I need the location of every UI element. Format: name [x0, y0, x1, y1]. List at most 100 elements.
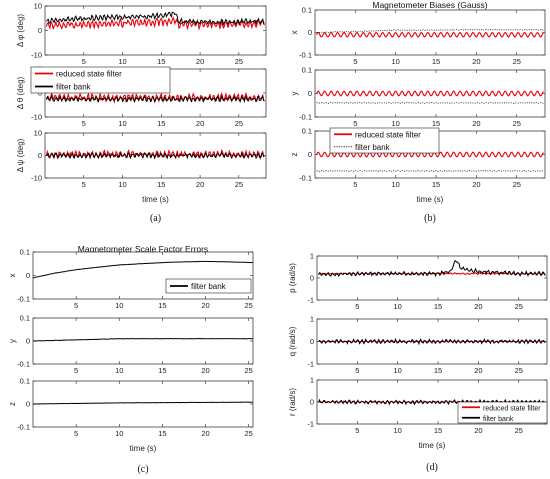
- plot-area: [45, 6, 266, 55]
- legend-label: filter bank: [355, 143, 391, 152]
- series-line-filter-bank: [316, 28, 544, 34]
- chart-a: -10 0 10 5 10 15 20 25 Δ φ (deg) -10 0 10 5 10 15 20 25 Δ…: [16, 2, 267, 224]
- legend-label: filter bank: [483, 416, 514, 423]
- legend: filter bank: [165, 278, 252, 294]
- x-tick-label: 15: [157, 180, 165, 189]
- x-tick-label: 5: [74, 429, 78, 438]
- x-tick-label: 25: [235, 119, 243, 128]
- y-tick-label: 0.1: [302, 6, 312, 15]
- y-tick-label: 0: [308, 150, 312, 159]
- x-tick-label: 20: [474, 366, 482, 375]
- x-tick-label: 20: [196, 119, 204, 128]
- axes-box: [314, 69, 546, 118]
- x-tick-label: 15: [158, 429, 166, 438]
- y-axis-label: Δ θ (deg): [16, 76, 25, 109]
- y-tick-label: 0.1: [302, 66, 312, 75]
- x-tick-label: 10: [118, 57, 126, 66]
- x-tick-label: 15: [157, 57, 165, 66]
- x-tick-label: 15: [432, 180, 440, 189]
- y-tick-label: 10: [34, 129, 42, 138]
- legend: reduced state filter filter bank: [457, 401, 548, 424]
- x-tick-label: 20: [201, 366, 209, 375]
- x-tick-label: 5: [353, 57, 357, 66]
- y-tick-label: 0.1: [20, 377, 30, 386]
- y-tick-label: -1: [307, 420, 314, 429]
- y-tick-label: -1: [307, 296, 314, 305]
- x-axis-label: time (s): [417, 195, 444, 204]
- y-tick-label: 0: [310, 337, 314, 346]
- y-tick-label: 10: [34, 2, 42, 11]
- x-tick-label: 25: [245, 429, 253, 438]
- x-tick-label: 15: [434, 366, 442, 375]
- axes-box: [316, 318, 548, 365]
- axes-box: [32, 317, 254, 365]
- figure-caption: (d): [426, 462, 438, 473]
- series-line-reduced-state-filter: [316, 90, 544, 97]
- x-tick-label: 5: [355, 302, 359, 311]
- figure-caption: (b): [424, 213, 436, 224]
- x-axis-label: time (s): [419, 441, 446, 450]
- x-tick-label: 25: [245, 366, 253, 375]
- panel-b-1: -0.1 0 0.1 5 10 15 20 25 x: [290, 6, 546, 66]
- x-tick-label: 5: [82, 119, 86, 128]
- y-tick-label: 0: [310, 274, 314, 283]
- series-line-filter-bank: [33, 338, 253, 342]
- x-tick-label: 25: [245, 301, 253, 310]
- panel-b-2: -0.1 0 0.1 5 10 15 20 25 y: [290, 66, 546, 128]
- panel-a-3: -10 0 10 5 10 15 20 25 Δ ψ (deg): [16, 129, 267, 189]
- y-tick-label: -10: [31, 51, 42, 60]
- x-tick-label: 25: [235, 180, 243, 189]
- x-tick-label: 20: [201, 301, 209, 310]
- series-line-filter-bank: [33, 260, 253, 279]
- y-tick-label: 0: [38, 26, 42, 35]
- y-tick-label: 0: [308, 89, 312, 98]
- y-tick-label: 0: [26, 271, 30, 280]
- y-tick-label: -0.1: [299, 51, 312, 60]
- axes-box: [32, 380, 254, 428]
- x-tick-label: 15: [158, 366, 166, 375]
- x-tick-label: 25: [235, 57, 243, 66]
- x-tick-label: 5: [353, 180, 357, 189]
- x-axis-label: time (s): [130, 444, 157, 453]
- legend-label: reduced state filter: [483, 405, 541, 412]
- y-tick-label: 1: [310, 376, 314, 385]
- x-tick-label: 5: [82, 180, 86, 189]
- plot-area: [317, 256, 547, 300]
- series-line-filter-bank: [46, 94, 265, 104]
- legend-label: reduced state filter: [355, 130, 421, 139]
- x-tick-label: 20: [472, 180, 480, 189]
- y-axis-label: x: [290, 31, 299, 35]
- plot-area: [33, 318, 253, 364]
- figure-caption: (c): [137, 464, 148, 475]
- legend: reduced state filter filter bank: [30, 66, 171, 94]
- x-tick-label: 25: [513, 180, 521, 189]
- y-tick-label: -0.1: [17, 360, 30, 369]
- x-tick-label: 20: [196, 57, 204, 66]
- x-tick-label: 5: [353, 119, 357, 128]
- x-tick-label: 10: [392, 119, 400, 128]
- axes-box: [314, 9, 546, 56]
- y-tick-label: 0.1: [20, 314, 30, 323]
- chart-title: Magnetometer Biases (Gauss): [372, 0, 487, 10]
- series-line-reduced-state-filter: [46, 16, 265, 31]
- x-tick-label: 25: [515, 426, 523, 435]
- series-line-filter-bank: [316, 169, 544, 172]
- y-tick-label: 0.1: [20, 248, 30, 257]
- y-tick-label: 1: [310, 252, 314, 261]
- x-tick-label: 10: [392, 180, 400, 189]
- y-tick-label: 0: [308, 28, 312, 37]
- x-tick-label: 10: [115, 366, 123, 375]
- x-tick-label: 5: [74, 301, 78, 310]
- series-line-filter-bank: [46, 151, 265, 160]
- y-tick-label: -0.1: [17, 423, 30, 432]
- legend-label: reduced state filter: [56, 70, 122, 79]
- x-tick-label: 20: [472, 57, 480, 66]
- x-tick-label: 20: [474, 426, 482, 435]
- axes-box: [316, 255, 548, 301]
- y-tick-label: -10: [31, 113, 42, 122]
- y-axis-label: p (rad/s): [288, 263, 297, 293]
- legend-label: filter bank: [191, 282, 227, 291]
- y-axis-label: Δ ψ (deg): [16, 138, 25, 172]
